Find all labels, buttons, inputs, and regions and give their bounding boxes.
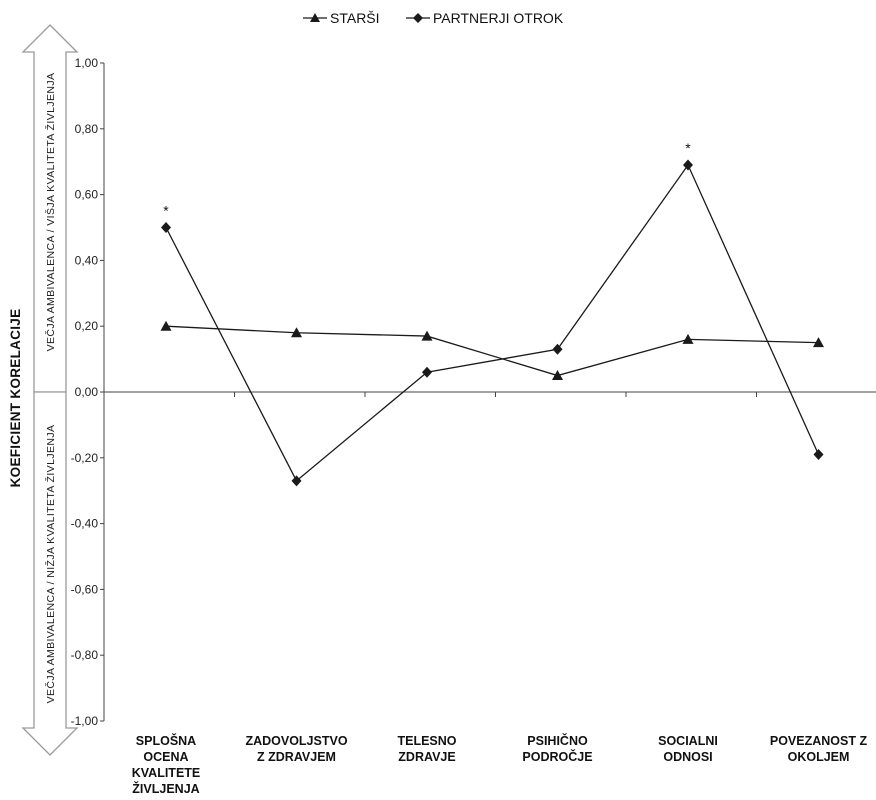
arrow-label-down: VEČJA AMBIVALENCA / NIŽJA KVALITETA ŽIVL…: [44, 425, 57, 704]
y-tick-label: 0,40: [75, 253, 99, 267]
y-ticks: 1,00 0,80 0,60 0,40 0,20 0,00 -0,20 -0,40 -0,60 -…: [71, 56, 104, 728]
x-category-labels: SPLOŠNA OCENA KVALITETE ŽIVLJENJA ZADOVOLJST…: [132, 733, 868, 796]
data-point-starši: [421, 330, 433, 341]
x-category-label: PSIHIČNO PODROČJE: [522, 733, 592, 764]
x-category-label: TELESNO ZDRAVJE: [397, 734, 456, 764]
y-axis-title: KOEFICIENT KORELACIJE: [8, 309, 23, 488]
legend-label-partnerji-otrok: PARTNERJI OTROK: [433, 10, 564, 26]
data-point-partnerji-otrok: [813, 449, 824, 461]
arrow-down-shape: [21, 391, 79, 756]
legend-marker-triangle: [310, 13, 320, 22]
x-category-label: SPLOŠNA OCENA KVALITETE ŽIVLJENJA: [132, 733, 201, 796]
series-layer: [160, 159, 824, 487]
legend-marker-diamond: [413, 13, 423, 23]
annotations: **: [163, 140, 691, 219]
data-point-partnerji-otrok: [552, 343, 563, 355]
x-category-label: ZADOVOLJSTVO Z ZDRAVJEM: [245, 734, 347, 764]
y-tick-label: 0,60: [75, 188, 99, 202]
legend-item-partnerji-otrok: PARTNERJI OTROK: [406, 10, 564, 26]
y-tick-label: -1,00: [71, 714, 99, 728]
data-point-partnerji-otrok: [161, 222, 171, 233]
y-tick-label: 0,80: [75, 122, 99, 136]
data-point-starši: [813, 337, 824, 348]
data-point-partnerji-otrok: [422, 366, 432, 378]
data-point-starši: [552, 370, 563, 381]
legend-item-starsi: STARŠI: [303, 10, 380, 26]
ambivalence-arrow: VEČJA AMBIVALENCA / VIŠJA KVALITETA ŽIVL…: [21, 24, 79, 756]
data-point-partnerji-otrok: [683, 159, 693, 171]
data-point-partnerji-otrok: [291, 475, 302, 487]
x-ticks: [103, 392, 757, 397]
legend: STARŠI PARTNERJI OTROK: [303, 10, 564, 26]
y-tick-label: 0,20: [75, 319, 99, 333]
arrow-label-up: VEČJA AMBIVALENCA / VIŠJA KVALITETA ŽIVL…: [44, 73, 57, 352]
y-tick-label: -0,80: [71, 648, 99, 662]
data-point-starši: [682, 333, 694, 344]
y-tick-label: 0,00: [75, 385, 99, 399]
y-tick-label: -0,60: [71, 582, 99, 596]
data-point-starši: [160, 320, 172, 331]
legend-label-starsi: STARŠI: [330, 10, 380, 26]
significance-marker: *: [163, 203, 169, 219]
y-tick-label: -0,40: [71, 517, 99, 531]
series-line-partnerji-otrok: [165, 163, 820, 482]
y-tick-label: 1,00: [75, 56, 99, 70]
data-point-starši: [291, 327, 302, 338]
y-tick-label: -0,20: [71, 451, 99, 465]
x-category-label: SOCIALNI ODNOSI: [658, 734, 718, 764]
series-line-starši: [165, 325, 819, 377]
significance-marker: *: [685, 140, 691, 156]
x-category-label: POVEZANOST Z OKOLJEM: [770, 734, 868, 764]
